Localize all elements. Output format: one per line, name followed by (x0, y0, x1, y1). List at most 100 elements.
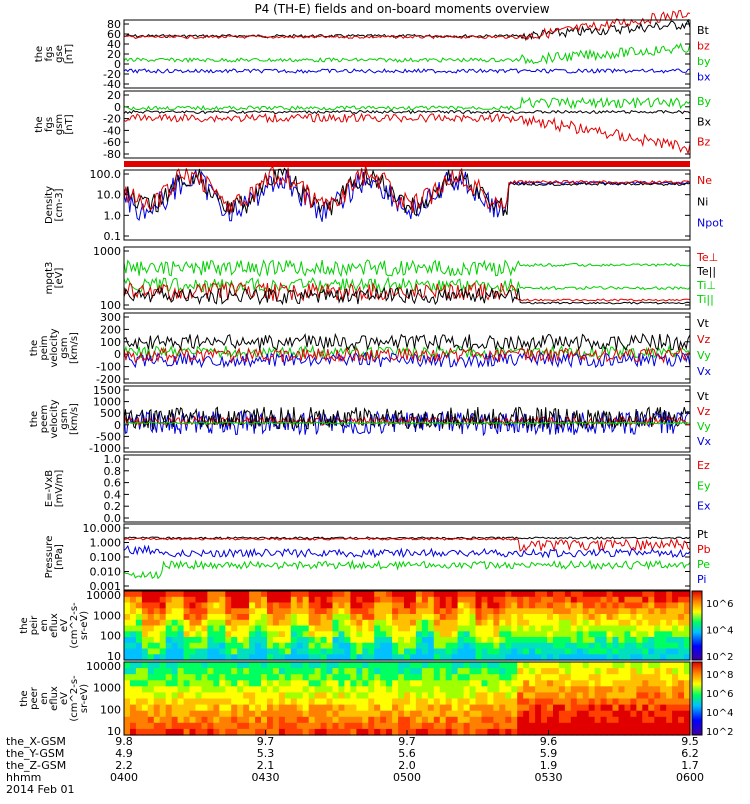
spectrogram-cell (547, 710, 554, 718)
spectrogram-cell (660, 619, 667, 627)
legend-density-1: Ni (697, 195, 708, 208)
line-bz (123, 9, 691, 40)
y-axis-label-line: [km/s] (69, 332, 80, 364)
spectrogram-cell (666, 686, 673, 693)
y-tick-label: 1000 (93, 682, 121, 695)
spectrogram-cell (600, 648, 608, 655)
spectrogram-cell (600, 728, 608, 736)
spectrogram-cell (666, 692, 673, 700)
spectrogram-cell (445, 625, 453, 632)
spectrogram-cell (570, 591, 578, 598)
spectrogram-cell (582, 680, 590, 687)
spectrogram-cell (344, 680, 351, 687)
spectrogram-cell (213, 591, 220, 598)
spectrogram-cell (684, 668, 691, 675)
spectrogram-cell (624, 637, 632, 644)
spectrogram-cell (505, 668, 512, 675)
legend-pressure-2: Pe (697, 558, 710, 571)
spectrogram-cell (410, 710, 417, 718)
spectrogram-cell (421, 608, 429, 615)
spectrogram-cell (267, 619, 274, 627)
spectrogram-cell (189, 631, 197, 638)
spectrogram-cell (243, 654, 250, 661)
y-tick-label: 0 (114, 348, 121, 361)
spectrogram-cell (368, 662, 375, 669)
spectrogram-cell (338, 716, 346, 724)
spectrogram-cell (493, 619, 500, 627)
spectrogram-cell (481, 722, 489, 730)
spectrogram-cell (261, 716, 268, 724)
spectrogram-cell (475, 596, 483, 604)
spectrogram-cell (398, 728, 405, 736)
spectrogram-cell (612, 625, 620, 632)
spectrogram-cell (606, 614, 614, 621)
spectrogram-cell (159, 680, 167, 687)
spectrogram-cell (225, 625, 232, 632)
spectrogram-cell (356, 596, 363, 604)
spectrogram-cell (207, 704, 214, 712)
spectrogram-cell (368, 728, 375, 736)
spectrogram-cell (648, 648, 655, 655)
spectrogram-cell (606, 692, 614, 700)
spectrogram-cell (261, 637, 268, 644)
spectrogram-cell (648, 716, 655, 724)
spectrogram-cell (350, 619, 357, 627)
spectrogram-cell (326, 686, 334, 693)
spectrogram-cell (421, 662, 429, 669)
spectrogram-cell (398, 614, 405, 621)
colorbar-tick-label: 10^6 (706, 599, 733, 610)
spectrogram-cell (124, 728, 131, 736)
spectrogram-cell (130, 602, 137, 609)
spectrogram-cell (642, 698, 649, 706)
spectrogram-cell (570, 614, 578, 621)
spectrogram-cell (535, 631, 542, 638)
spectrogram-cell (338, 591, 346, 598)
spectrogram-cell (600, 710, 608, 718)
spectrogram-cell (684, 686, 691, 693)
spectrogram-cell (153, 648, 161, 655)
spectrogram-cell (606, 637, 614, 644)
spectrogram-cell (320, 710, 328, 718)
line-te-par (123, 286, 691, 306)
spectrogram-cell (469, 680, 477, 687)
spectrogram-cell (362, 716, 369, 724)
spectrogram-cell (410, 591, 417, 598)
spectrogram-cell (368, 602, 375, 609)
spectrogram-cell (124, 631, 131, 638)
spectrogram-cell (141, 674, 149, 681)
spectrogram-cell (207, 692, 214, 700)
spectrogram-cell (130, 692, 137, 700)
spectrogram-cell (147, 654, 155, 661)
spectrogram-cell (267, 692, 274, 700)
spectrogram-cell (564, 686, 572, 693)
spectrogram-cell (547, 608, 554, 615)
spectrogram-cell (183, 591, 191, 598)
spectrogram-cell (505, 728, 512, 736)
line-by-gsm (123, 96, 691, 111)
spectrogram-cell (296, 668, 304, 675)
y-axis-label-line: (cm^2-s- (69, 675, 80, 722)
spectrogram-cell (606, 631, 614, 638)
spectrogram-cell (594, 662, 602, 669)
quality-flag-bar (124, 161, 690, 167)
spectrogram-cell (493, 674, 500, 681)
spectrogram-cell (147, 596, 155, 604)
y-tick-label: -40 (103, 78, 121, 91)
x-axis-hhmm-value: 0530 (535, 771, 563, 784)
spectrogram-cell (243, 692, 250, 700)
spectrogram-cell (338, 668, 346, 675)
spectrogram-cell (672, 692, 679, 700)
spectrogram-cell (410, 692, 417, 700)
spectrogram-cell (350, 625, 357, 632)
spectrogram-cell (374, 668, 381, 675)
spectrogram-cell (398, 710, 405, 718)
spectrogram-cell (558, 686, 566, 693)
y-tick-label: 1.0 (104, 209, 122, 222)
spectrogram-cell (421, 716, 429, 724)
y-tick-label: 0.100 (90, 551, 122, 564)
spectrogram-cell (278, 608, 286, 615)
spectrogram-cell (237, 614, 244, 621)
spectrogram-cell (267, 637, 274, 644)
spectrogram-cell (183, 692, 191, 700)
